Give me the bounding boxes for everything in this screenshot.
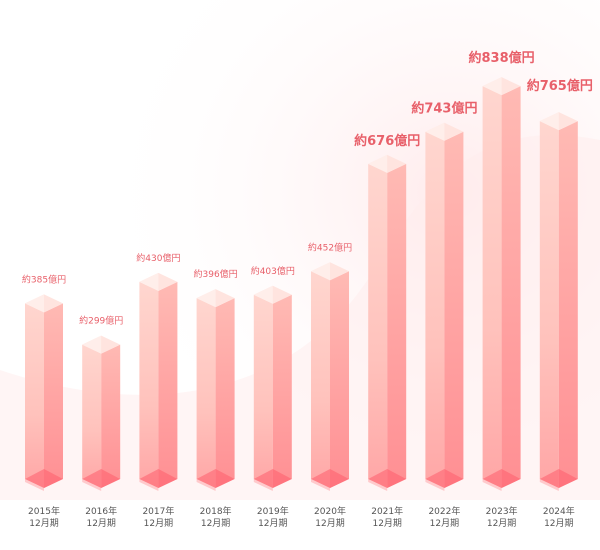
- bar-face-left: [25, 303, 44, 488]
- bar-base-edge: [311, 479, 330, 491]
- bar-face-right: [444, 131, 464, 488]
- value-label-4: 約396億円: [194, 268, 238, 280]
- bar-top-highlight: [368, 154, 388, 173]
- bar-face-left: [482, 86, 502, 488]
- bar-face-left: [82, 344, 102, 488]
- bar-base-glow: [139, 469, 178, 488]
- bar-base-edge: [368, 479, 388, 491]
- value-label-8: 約743億円: [411, 101, 477, 117]
- bar-8: [425, 122, 464, 491]
- category-label-5: 2019年 12月期: [257, 505, 289, 529]
- bar-base-glow: [25, 469, 63, 488]
- bar-base-edge: [425, 479, 445, 491]
- bar-top-highlight: [311, 262, 330, 281]
- bar-7: [368, 154, 407, 491]
- bar-face-left: [196, 298, 216, 488]
- bar-face-right: [330, 271, 349, 488]
- value-label-6: 約452億円: [308, 241, 352, 253]
- bar-base-glow: [311, 469, 349, 488]
- bar-top-highlight: [25, 294, 44, 313]
- value-label-2: 約299億円: [79, 315, 123, 327]
- bar-base-glow: [482, 469, 521, 488]
- value-label-10: 約765億円: [527, 78, 593, 94]
- category-label-2: 2016年 12月期: [85, 505, 117, 529]
- category-label-6: 2020年 12月期: [314, 505, 346, 529]
- bar-top-highlight: [139, 272, 159, 291]
- bar-face-right: [387, 163, 407, 488]
- value-label-9: 約838億円: [469, 50, 535, 66]
- bar-base-edge: [482, 479, 502, 491]
- bar-10: [539, 112, 578, 491]
- bar-face-left: [139, 281, 159, 488]
- bar-base-glow: [196, 469, 235, 488]
- category-label-4: 2018年 12月期: [200, 505, 232, 529]
- value-label-5: 約403億円: [251, 265, 295, 277]
- bar-base-edge: [139, 479, 159, 491]
- bar-face-left: [368, 163, 388, 488]
- category-label-8: 2022年 12月期: [428, 505, 460, 529]
- bar-face-left: [425, 131, 445, 488]
- bar-base-edge: [253, 479, 273, 491]
- bar-face-right: [101, 344, 121, 488]
- bar-top-highlight: [253, 285, 273, 304]
- bar-9: [482, 77, 521, 491]
- bar-top-highlight: [425, 122, 445, 141]
- bar-face-right: [272, 294, 292, 488]
- bar-top-highlight: [539, 112, 559, 131]
- value-label-7: 約676億円: [354, 133, 420, 149]
- bar-5: [253, 285, 292, 491]
- bar-face-left: [539, 121, 559, 489]
- value-label-1: 約385億円: [22, 273, 66, 285]
- category-label-3: 2017年 12月期: [142, 505, 174, 529]
- category-label-9: 2023年 12月期: [486, 505, 518, 529]
- bar-face-right: [558, 121, 578, 489]
- bar-face-right: [215, 298, 235, 488]
- labels-group: 約385億円 2015年 12月期 約299億円 2016年 12月期 約430億円 2017…: [22, 50, 593, 529]
- bar-1: [25, 294, 63, 491]
- bar-6: [311, 262, 349, 491]
- bar-top-highlight: [82, 335, 102, 354]
- bar-base-glow: [539, 469, 578, 488]
- bar-face-right: [158, 281, 178, 488]
- bar-4: [196, 289, 235, 491]
- bar-base-edge: [196, 479, 216, 491]
- category-label-10: 2024年 12月期: [543, 505, 575, 529]
- bar-base-glow: [82, 469, 121, 488]
- category-label-7: 2021年 12月期: [371, 505, 403, 529]
- bar-base-edge: [25, 479, 44, 491]
- bar-base-glow: [425, 469, 464, 488]
- bar-base-glow: [368, 469, 407, 488]
- bar-face-left: [311, 271, 330, 488]
- bar-base-glow: [253, 469, 292, 488]
- bar-face-left: [253, 294, 273, 488]
- bar-face-right: [501, 86, 521, 488]
- bar-top-highlight: [196, 289, 216, 308]
- value-label-3: 約430億円: [136, 252, 180, 264]
- category-label-1: 2015年 12月期: [28, 505, 60, 529]
- bars-group: [25, 77, 578, 491]
- bar-3: [139, 272, 178, 491]
- bar-2: [82, 335, 121, 491]
- bar-base-edge: [82, 479, 102, 491]
- bar-top-highlight: [482, 77, 502, 96]
- bar-base-edge: [539, 479, 559, 491]
- bar-face-right: [44, 303, 63, 488]
